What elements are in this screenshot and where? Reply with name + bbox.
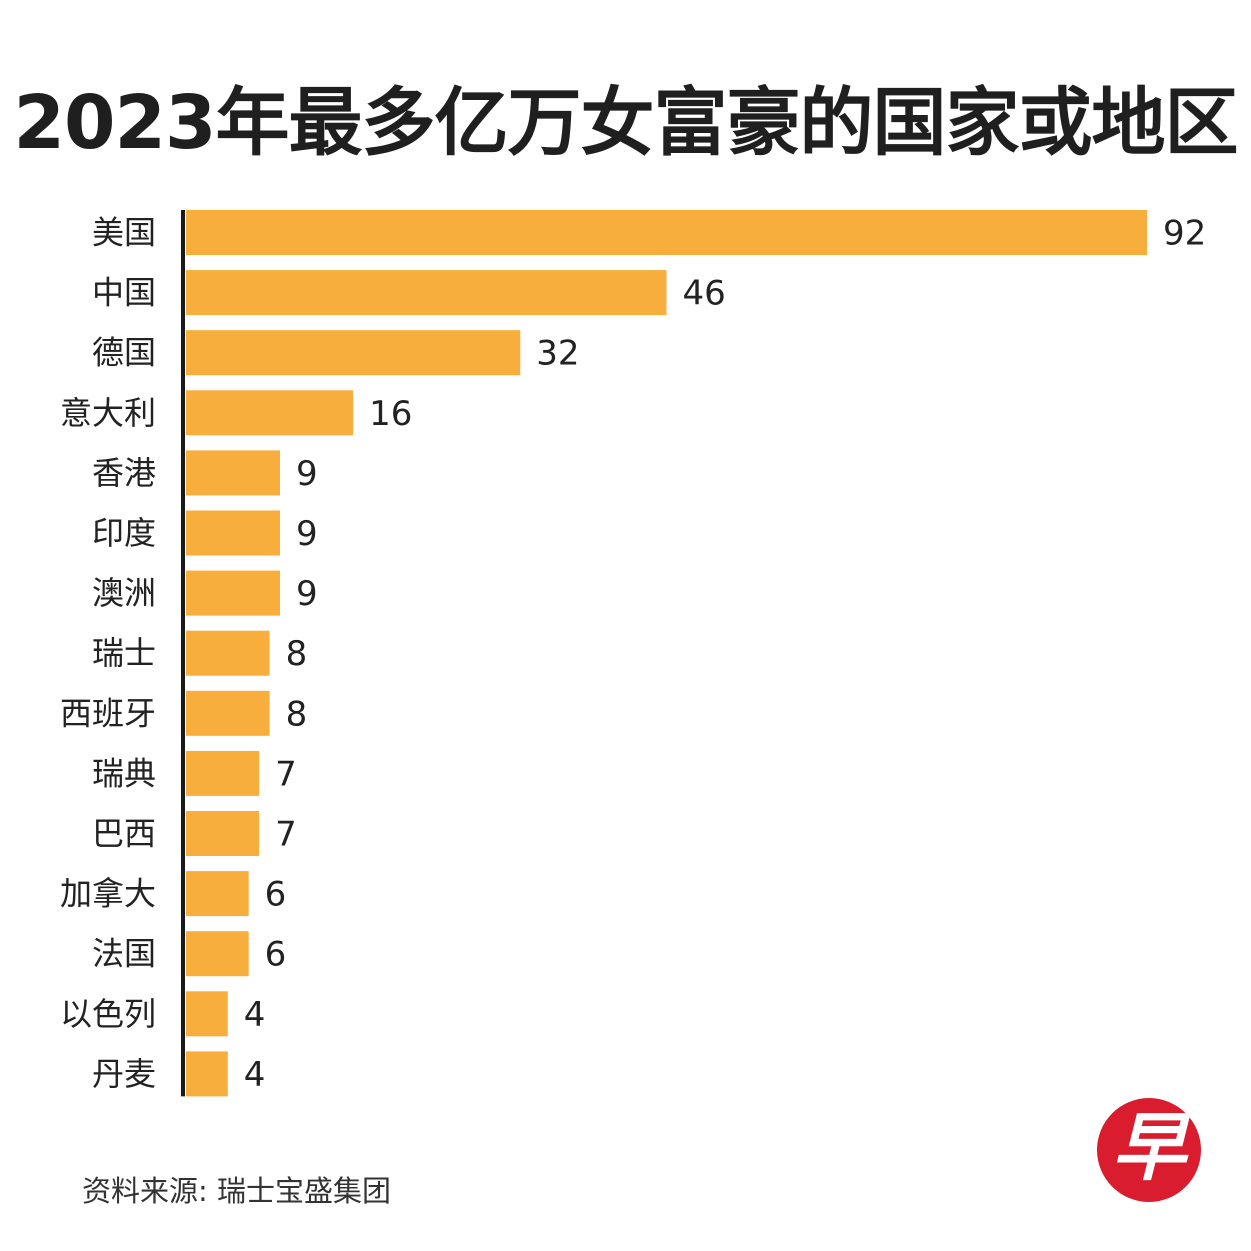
value-label: 4 [244, 995, 266, 1035]
bar-5 [186, 510, 281, 556]
zaobao-logo: 早 [1097, 1098, 1201, 1202]
value-label: 9 [296, 574, 318, 614]
value-label: 8 [286, 634, 308, 674]
category-label: 以色列 [60, 995, 156, 1033]
source-note: 资料来源: 瑞士宝盛集团 [82, 1174, 391, 1208]
value-label: 4 [244, 1055, 266, 1095]
bar-6 [186, 570, 281, 616]
bar-11 [186, 871, 249, 917]
category-label: 法国 [92, 935, 156, 973]
bar-13 [186, 991, 228, 1037]
bar-8 [186, 690, 270, 736]
bar-10 [186, 811, 260, 856]
category-label: 瑞典 [92, 754, 156, 792]
bar-7 [186, 630, 270, 676]
bar-3 [186, 390, 354, 436]
value-label: 32 [536, 334, 579, 374]
category-label: 意大利 [60, 394, 156, 432]
category-label: 西班牙 [60, 694, 156, 732]
value-label: 9 [296, 454, 318, 494]
value-label: 8 [286, 694, 308, 734]
logo-glyph: 早 [1112, 1105, 1186, 1191]
value-label: 7 [275, 754, 297, 794]
category-label: 丹麦 [92, 1055, 156, 1093]
bar-0 [186, 210, 1147, 255]
category-label: 德国 [92, 334, 156, 372]
value-label: 16 [369, 394, 412, 434]
value-label: 6 [265, 935, 287, 975]
bar-2 [186, 330, 521, 376]
category-label: 香港 [92, 454, 156, 492]
category-label: 中国 [92, 274, 156, 312]
category-label: 瑞士 [92, 634, 156, 672]
value-label: 9 [296, 514, 318, 554]
bar-4 [186, 450, 281, 496]
value-label: 7 [275, 815, 297, 855]
bar-1 [186, 270, 667, 316]
category-label: 澳洲 [92, 574, 156, 612]
bar-14 [186, 1051, 228, 1097]
value-label: 6 [265, 875, 287, 915]
category-label: 印度 [92, 514, 156, 552]
category-label: 加拿大 [60, 875, 156, 913]
category-label: 美国 [92, 214, 156, 252]
category-label: 巴西 [92, 815, 156, 853]
value-label: 92 [1163, 214, 1206, 254]
bar-9 [186, 750, 260, 796]
bar-12 [186, 931, 249, 977]
value-label: 46 [683, 274, 726, 314]
chart-title: 2023年最多亿万女富豪的国家或地区 [13, 80, 1239, 166]
